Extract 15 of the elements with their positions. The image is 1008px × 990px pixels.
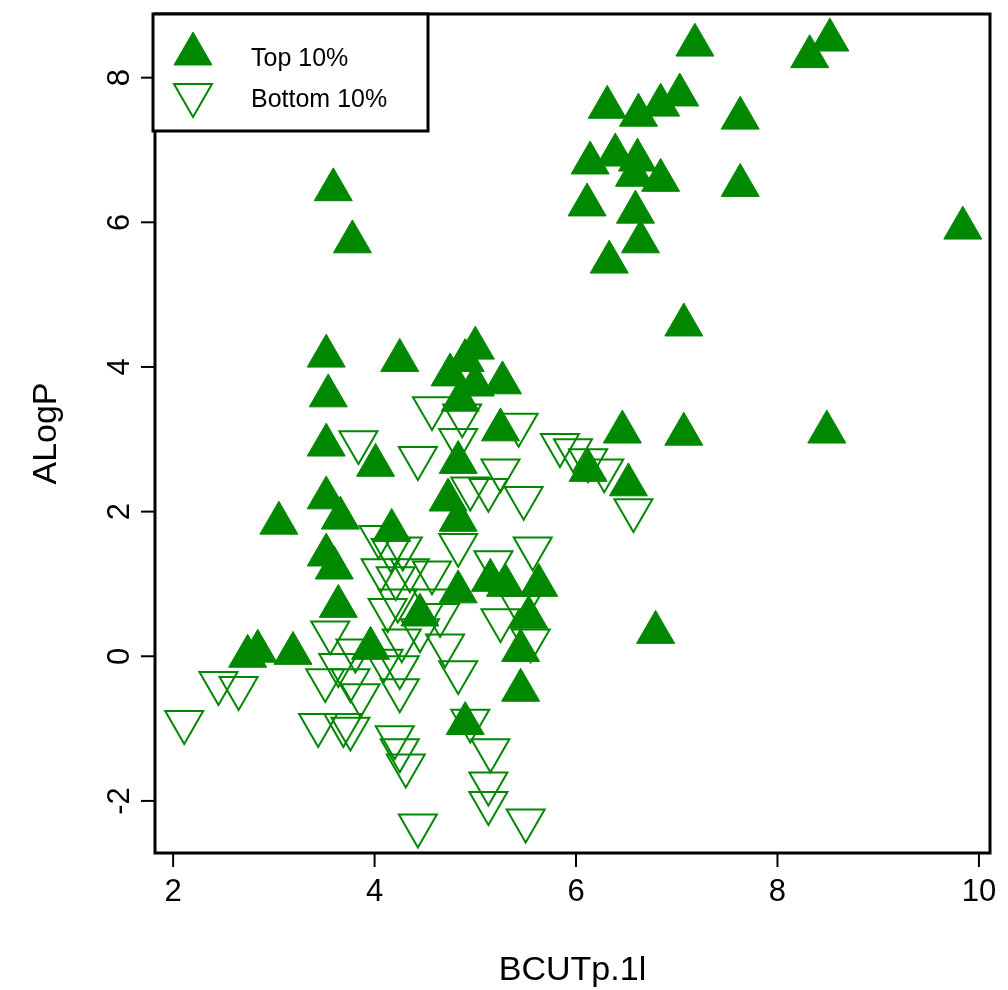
legend-label: Top 10% [251,43,349,71]
x-axis-title: BCUTp.1l [498,949,647,987]
x-tick-label: 4 [365,873,384,908]
y-tick-label: 6 [101,213,136,231]
x-tick-label: 6 [567,873,585,908]
y-tick-label: 0 [101,647,136,665]
x-tick-label: 10 [961,873,997,908]
y-tick-label: 8 [101,69,136,87]
x-tick-label: 2 [164,873,182,908]
y-tick-label: 4 [101,358,136,376]
y-tick-label: -2 [101,787,136,815]
y-tick-label: 2 [101,502,136,521]
legend-label: Bottom 10% [251,84,388,112]
x-tick-label: 8 [768,873,787,908]
y-axis-title: ALogP [25,382,63,485]
